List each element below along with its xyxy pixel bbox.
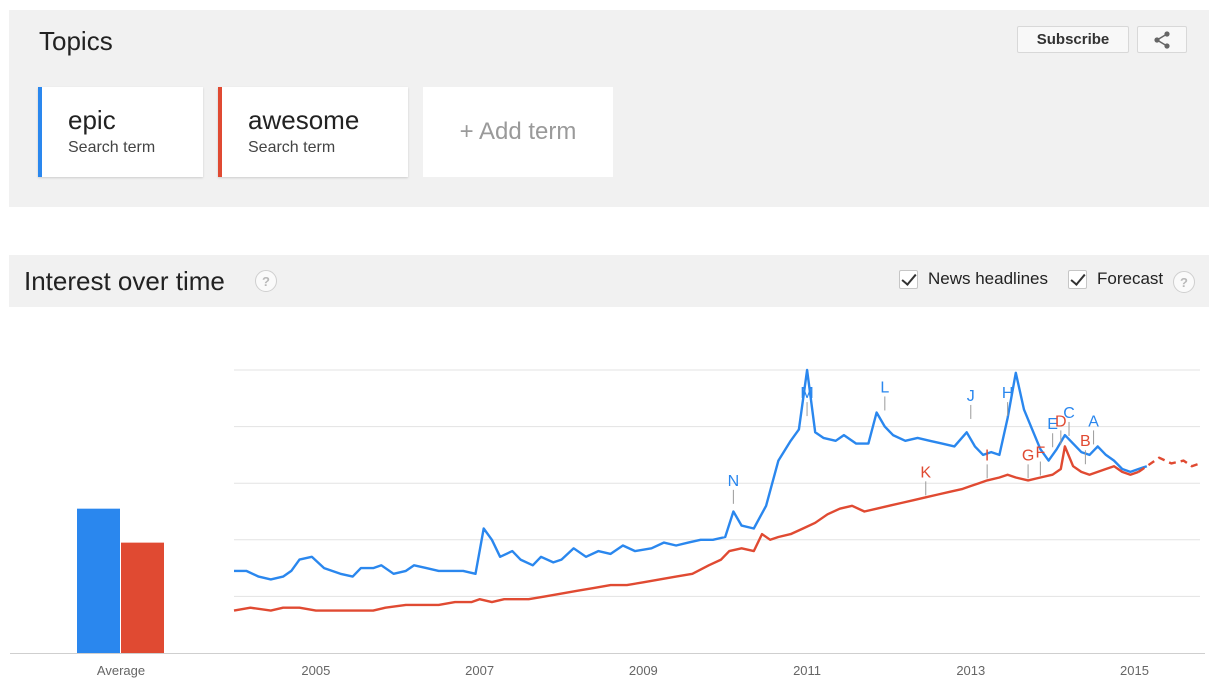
term-type: Search term — [248, 139, 336, 156]
annotation-label: J — [967, 388, 975, 405]
average-label: Average — [97, 663, 145, 678]
series-line-awesome-forecast — [1137, 456, 1201, 473]
share-button[interactable] — [1137, 26, 1187, 53]
x-tick-label: 2013 — [956, 663, 985, 678]
help-icon[interactable]: ? — [255, 270, 277, 292]
add-term-button[interactable]: + Add term — [423, 87, 613, 177]
annotation-label: L — [880, 379, 889, 396]
annotation-label: A — [1088, 413, 1099, 430]
x-tick-label: 2007 — [465, 663, 494, 678]
interest-title: Interest over time — [24, 266, 225, 296]
term-card-epic[interactable]: epic Search term — [38, 87, 203, 177]
annotation-label: K — [920, 464, 931, 481]
topics-title: Topics — [39, 26, 113, 56]
annotation-label: H — [1002, 385, 1014, 402]
term-card-awesome[interactable]: awesome Search term — [218, 87, 408, 177]
term-color-bar — [218, 87, 222, 177]
news-headlines-toggle[interactable]: News headlines — [899, 269, 1048, 289]
x-tick-label: 2011 — [793, 663, 821, 678]
annotation-label: I — [985, 447, 989, 464]
x-tick-label: 2015 — [1120, 663, 1149, 678]
forecast-toggle[interactable]: Forecast — [1068, 269, 1163, 289]
share-icon — [1154, 30, 1170, 49]
x-tick-label: 2009 — [629, 663, 658, 678]
forecast-checkbox[interactable] — [1068, 269, 1087, 289]
annotation-label: D — [1055, 413, 1067, 430]
term-type: Search term — [68, 139, 156, 156]
annotation-label: N — [728, 473, 740, 490]
topics-panel: Topics Subscribe epic Search term awesom… — [9, 10, 1209, 207]
term-name: awesome — [248, 105, 360, 135]
annotation-label: M — [800, 385, 813, 402]
series-line-awesome — [233, 445, 1139, 612]
annotation-label: E — [1047, 416, 1058, 433]
forecast-help-icon[interactable]: ? — [1173, 271, 1195, 293]
term-name: epic — [68, 105, 116, 135]
average-bar — [77, 508, 120, 653]
interest-chart: Average 2005 2007 2009 2011 2013 2015 N M L K J I H G F… — [10, 368, 1205, 678]
average-bar — [121, 542, 164, 653]
interest-header: Interest over time ? News headlines Fore… — [9, 255, 1209, 307]
annotation-label: B — [1080, 433, 1091, 450]
news-headlines-label: News headlines — [928, 269, 1049, 288]
annotation-label: G — [1022, 447, 1034, 464]
forecast-label: Forecast — [1097, 269, 1164, 288]
news-headlines-checkbox[interactable] — [899, 269, 918, 289]
annotation-label: F — [1035, 445, 1045, 462]
x-tick-label: 2005 — [301, 663, 330, 678]
subscribe-button[interactable]: Subscribe — [1017, 26, 1129, 53]
series-line-epic — [234, 368, 1148, 581]
term-color-bar — [38, 87, 42, 177]
annotation-label: C — [1063, 405, 1075, 422]
